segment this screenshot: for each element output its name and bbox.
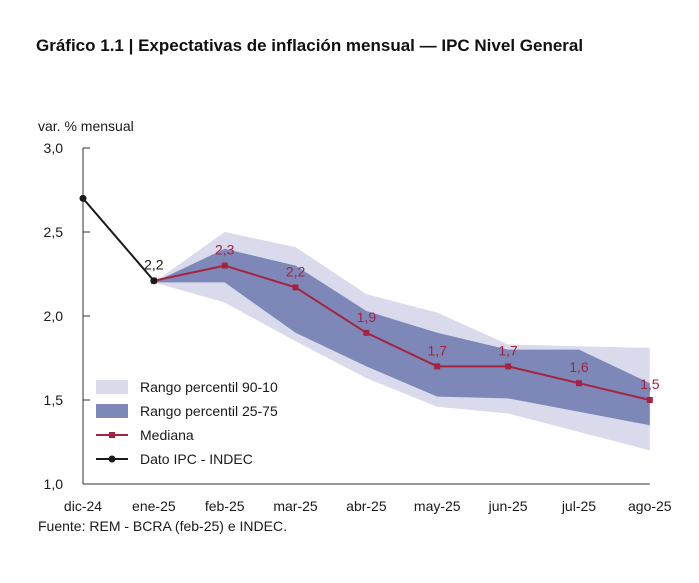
axes-layer: 1,0 1,5 2,0 2,5 3,0 dic-24 ene-25 feb-25 mar-25 a… [44,140,672,514]
x-tick-label: may-25 [414,498,461,514]
y-tick-label: 1,0 [44,476,64,492]
legend-marker-mediana [109,432,115,438]
y-tick-label: 3,0 [44,140,64,156]
mediana-point [292,284,299,291]
mediana-data-label: 1,6 [569,359,589,375]
mediana-data-label: 1,7 [428,342,448,358]
x-tick-label: abr-25 [346,498,387,514]
x-tick-label: jun-25 [488,498,528,514]
x-tick-label: ago-25 [628,498,672,514]
legend: Rango percentil 90-10 Rango percentil 25-… [96,379,278,467]
mediana-point [221,262,228,269]
mediana-point [434,363,441,370]
legend-label: Dato IPC - INDEC [140,451,253,467]
chart-title: Gráfico 1.1 | Expectativas de inflación … [36,36,584,55]
mediana-data-label: 2,3 [215,242,235,258]
mediana-point [646,397,653,403]
y-tick-label: 2,0 [44,308,64,324]
bands-layer [153,232,650,451]
x-tick-label: jul-25 [561,498,596,514]
ipc-data-label: 2,2 [144,257,164,273]
ipc-point [150,277,158,285]
legend-marker-ipc [108,455,116,463]
y-tick-label: 1,5 [44,392,64,408]
mediana-data-label: 1,7 [498,342,518,358]
legend-label: Mediana [140,427,194,443]
source-note: Fuente: REM - BCRA (feb-25) e INDEC. [38,518,287,534]
legend-swatch-p25-75 [96,404,128,418]
data-labels-layer: 2,3 2,2 1,9 1,7 1,7 1,6 1,5 2,2 [144,242,660,392]
mediana-point [575,380,582,387]
mediana-point [363,329,370,336]
mediana-data-label: 1,9 [357,309,377,325]
lines-layer [79,194,653,403]
band-p25-75 [153,248,650,426]
legend-label: Rango percentil 25-75 [140,403,278,419]
x-tick-label: mar-25 [273,498,318,514]
x-tick-label: dic-24 [64,498,102,514]
mediana-line [153,264,651,401]
ipc-point [79,194,87,202]
x-tick-label: ene-25 [132,498,176,514]
ipc-line [82,197,155,282]
y-axis-label: var. % mensual [38,118,134,134]
legend-swatch-p90-10 [96,380,128,394]
legend-label: Rango percentil 90-10 [140,379,278,395]
mediana-data-label: 1,5 [640,376,660,392]
y-tick-label: 2,5 [44,224,64,240]
mediana-point [505,363,512,370]
x-tick-label: feb-25 [205,498,245,514]
mediana-data-label: 2,2 [286,263,306,279]
